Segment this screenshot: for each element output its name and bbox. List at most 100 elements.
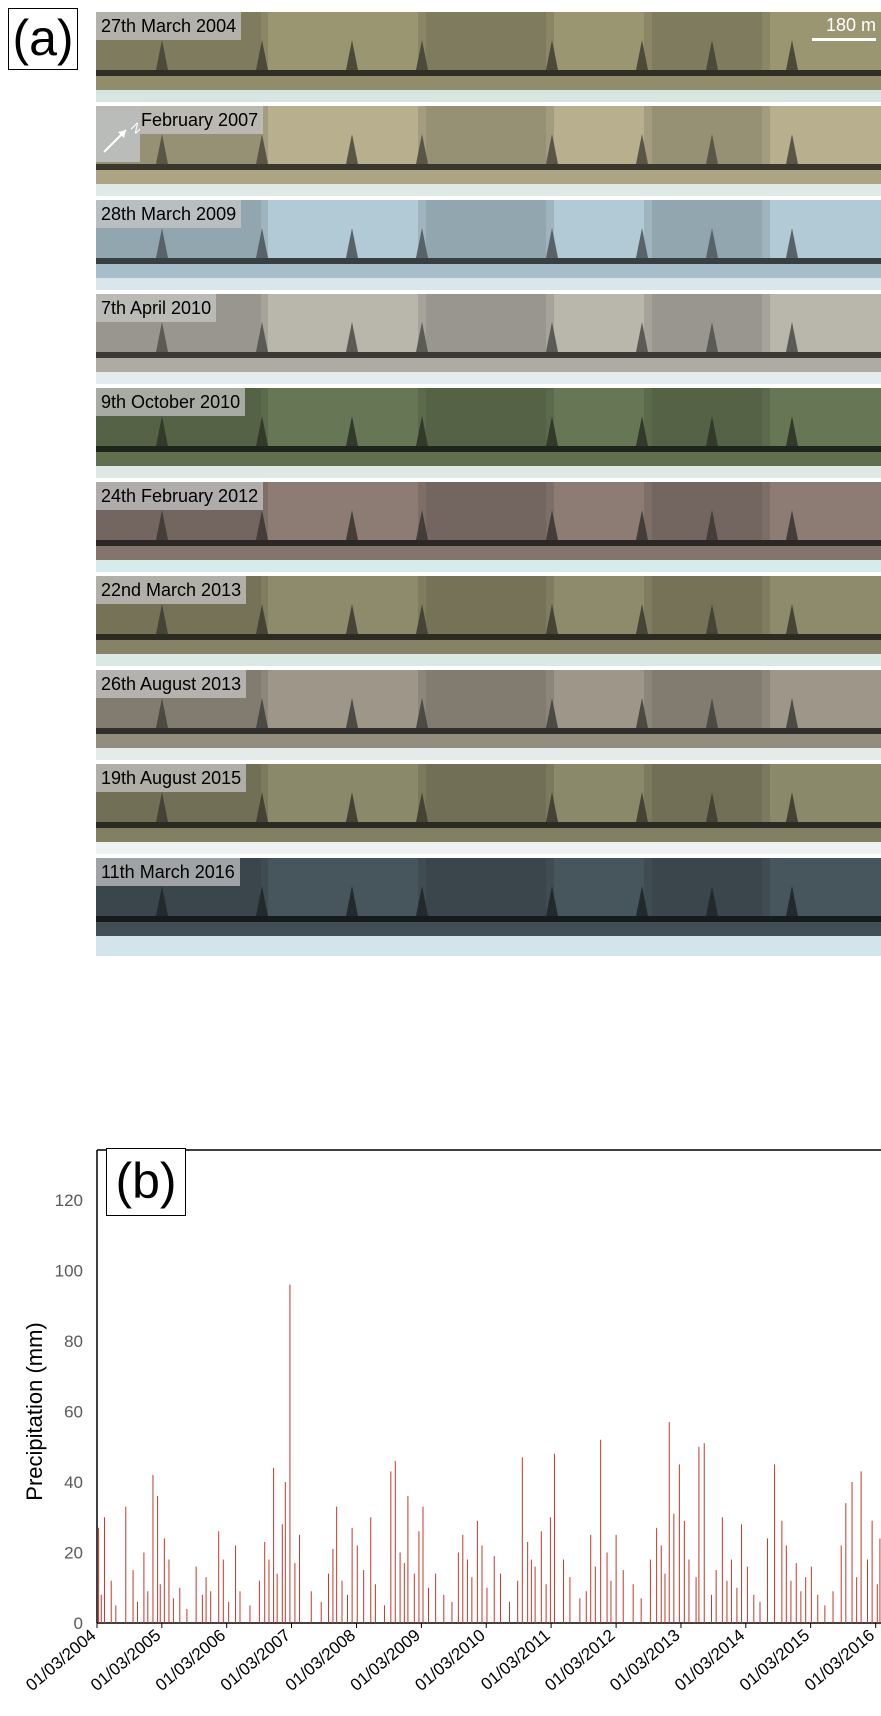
field-parcel <box>268 388 418 446</box>
field-parcel <box>426 576 546 634</box>
x-tick-label: 01/03/2010 <box>411 1626 488 1695</box>
field-parcel <box>426 858 546 916</box>
cliff-line <box>96 258 881 264</box>
field-parcel <box>426 764 546 822</box>
field-parcel <box>770 294 881 352</box>
x-tick-label: 01/03/2005 <box>87 1626 164 1695</box>
sea-foam <box>96 936 881 956</box>
field-parcel <box>426 294 546 352</box>
field-parcel <box>554 764 644 822</box>
beach <box>96 828 881 842</box>
satellite-strip: 7th April 2010 <box>96 294 881 384</box>
x-tick-label: 01/03/2016 <box>801 1626 878 1695</box>
sea-foam <box>96 842 881 854</box>
field-parcel <box>652 200 762 258</box>
x-tick-label: 01/03/2012 <box>541 1626 618 1695</box>
strip-date-label: 24th February 2012 <box>96 482 263 510</box>
cliff-line <box>96 446 881 452</box>
field-parcel <box>426 482 546 540</box>
field-parcel <box>770 106 881 164</box>
field-parcel <box>268 764 418 822</box>
cliff-line <box>96 822 881 828</box>
y-tick-label: 120 <box>55 1191 83 1210</box>
beach <box>96 264 881 278</box>
satellite-image-strips: 27th March 2004 180 m 24th February 2007 N 2… <box>96 8 881 1130</box>
field-parcel <box>770 200 881 258</box>
field-parcel <box>268 294 418 352</box>
field-parcel <box>652 294 762 352</box>
field-parcel <box>268 576 418 634</box>
field-parcel <box>268 670 418 728</box>
cliff-line <box>96 728 881 734</box>
cliff-line <box>96 634 881 640</box>
field-parcel <box>426 106 546 164</box>
satellite-strip: 19th August 2015 <box>96 764 881 854</box>
satellite-strip: 24th February 2007 N <box>96 106 881 196</box>
field-parcel <box>268 200 418 258</box>
strip-date-label: 7th April 2010 <box>96 294 216 322</box>
y-axis-label: Precipitation (mm) <box>22 1322 47 1500</box>
y-tick-label: 100 <box>55 1262 83 1281</box>
beach <box>96 358 881 372</box>
x-tick-label: 01/03/2013 <box>606 1626 683 1695</box>
field-parcel <box>554 670 644 728</box>
north-arrow-icon: N <box>96 110 140 162</box>
panel-b-label: (b) <box>106 1148 186 1216</box>
sea-foam <box>96 748 881 760</box>
field-parcel <box>770 764 881 822</box>
cliff-line <box>96 352 881 358</box>
strip-date-label: 28th March 2009 <box>96 200 241 228</box>
sea-foam <box>96 90 881 102</box>
field-parcel <box>426 12 546 70</box>
sea-foam <box>96 184 881 196</box>
y-tick-label: 40 <box>64 1473 83 1492</box>
x-tick-label: 01/03/2006 <box>152 1626 229 1695</box>
field-parcel <box>770 388 881 446</box>
satellite-strip: 28th March 2009 <box>96 200 881 290</box>
x-tick-label: 01/03/2015 <box>736 1626 813 1695</box>
strip-date-label: 26th August 2013 <box>96 670 246 698</box>
field-parcel <box>652 12 762 70</box>
y-tick-label: 20 <box>64 1544 83 1563</box>
field-parcel <box>770 576 881 634</box>
field-parcel <box>652 576 762 634</box>
strip-date-label: 9th October 2010 <box>96 388 245 416</box>
cliff-line <box>96 70 881 76</box>
y-tick-label: 60 <box>64 1403 83 1422</box>
field-parcel <box>554 12 644 70</box>
satellite-strip: 22nd March 2013 <box>96 576 881 666</box>
field-parcel <box>652 764 762 822</box>
field-parcel <box>770 858 881 916</box>
field-parcel <box>554 294 644 352</box>
beach <box>96 546 881 560</box>
scale-bar <box>812 38 876 41</box>
beach <box>96 640 881 654</box>
sea-foam <box>96 372 881 384</box>
field-parcel <box>652 858 762 916</box>
strip-date-label: 22nd March 2013 <box>96 576 246 604</box>
satellite-strip: 11th March 2016 <box>96 858 881 956</box>
field-parcel <box>652 482 762 540</box>
x-tick-label: 01/03/2008 <box>282 1626 359 1695</box>
field-parcel <box>554 482 644 540</box>
field-parcel <box>268 106 418 164</box>
satellite-strip: 27th March 2004 180 m <box>96 12 881 102</box>
field-parcel <box>770 670 881 728</box>
cliff-line <box>96 540 881 546</box>
satellite-strip: 26th August 2013 <box>96 670 881 760</box>
strip-date-label: 19th August 2015 <box>96 764 246 792</box>
field-parcel <box>554 858 644 916</box>
strip-date-label: 27th March 2004 <box>96 12 241 40</box>
x-tick-label: 01/03/2014 <box>671 1626 748 1695</box>
beach <box>96 922 881 936</box>
precipitation-chart: 0 20 40 60 80 100 120 Precipitation (mm) 01/03/2… <box>0 1140 881 1716</box>
field-parcel <box>652 106 762 164</box>
field-parcel <box>652 670 762 728</box>
field-parcel <box>268 482 418 540</box>
x-tick-label: 01/03/2004 <box>22 1626 99 1695</box>
beach <box>96 76 881 90</box>
x-tick-label: 01/03/2011 <box>477 1626 553 1694</box>
strip-date-label: 11th March 2016 <box>96 858 240 886</box>
y-tick-label: 80 <box>64 1332 83 1351</box>
field-parcel <box>426 388 546 446</box>
